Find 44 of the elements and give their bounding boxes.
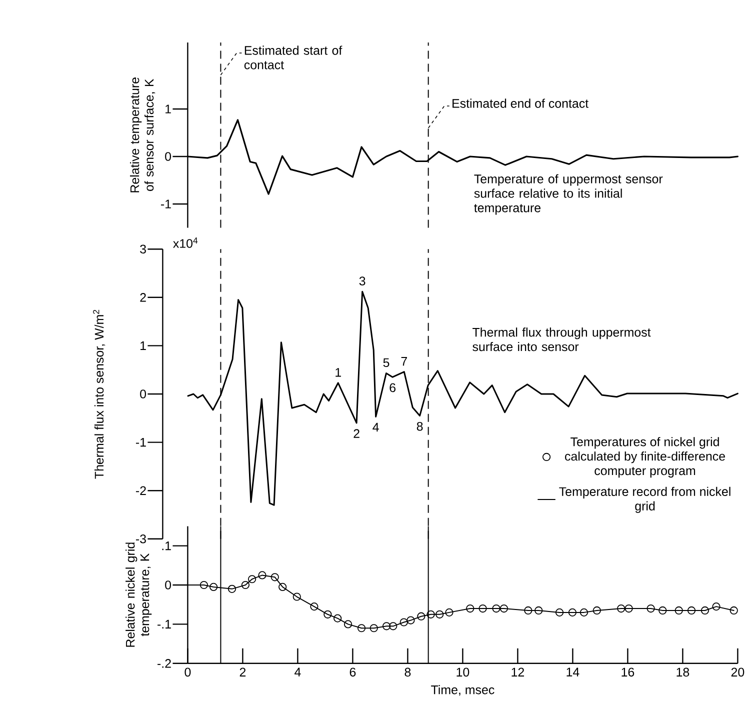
y-tick-label: -3 (136, 534, 146, 544)
annotation: 7 (401, 357, 407, 366)
y-tick-label: -.1 (158, 620, 171, 628)
x-tick-label: 14 (566, 668, 580, 676)
x-tick-label: 20 (731, 668, 744, 677)
y-tick-label: 2 (140, 293, 146, 302)
y-tick-label: 0 (165, 580, 172, 590)
annotation: 1 (336, 368, 341, 377)
y-tick-label: -1 (160, 200, 171, 208)
text: x10$^{4}$ (173, 237, 198, 248)
x-tick-label: 18 (676, 668, 690, 677)
annotation: 6 (390, 383, 396, 392)
annotation: Temperature of uppermost sensor surface relative to its initial temperature (474, 174, 663, 215)
ref-line-label: Estimated end of contact (452, 98, 588, 108)
x-tick-label: 10 (456, 668, 470, 677)
y-axis-title: Relative nickel grid temperature, K (126, 542, 152, 647)
x-tick-label: 16 (622, 668, 634, 677)
annotation: Thermal flux through uppermost surface into sensor (472, 328, 651, 352)
legend-label: Temperatures of nickel grid calculated by finite-difference computer program (565, 437, 725, 478)
y-tick-label: -.2 (158, 659, 171, 668)
annotation: 8 (416, 422, 423, 431)
y-tick-label: 1 (140, 341, 146, 350)
annotation: 5 (383, 358, 390, 368)
x-tick-label: 6 (350, 668, 356, 677)
y-tick-label: -1 (136, 438, 146, 447)
y-tick-label: 0 (140, 390, 146, 398)
x-tick-label: 2 (240, 668, 246, 676)
annotation: 3 (359, 276, 366, 286)
y-tick-label: 1 (166, 104, 171, 114)
x-tick-label: 12 (512, 668, 524, 676)
y-tick-label: .1 (162, 542, 171, 550)
y-axis-title: Relative temperature of sensor surface, K (130, 78, 156, 192)
y-tick-label: 0 (165, 152, 172, 161)
y-axis-title: Thermal flux into sensor, W/m$^{2}$ (93, 310, 106, 479)
y-tick-label: -2 (136, 486, 146, 495)
y-tick-label: 3 (140, 244, 146, 254)
legend-label: Temperature record from nickel grid (559, 486, 730, 513)
annotation: 2 (354, 429, 360, 438)
ref-line-label: Estimated start of contact (244, 46, 342, 70)
x-axis-title: Time, msec (431, 685, 494, 696)
x-tick-label: 4 (294, 668, 301, 676)
x-tick-label: 8 (404, 668, 411, 677)
annotation: 4 (372, 422, 379, 432)
x-tick-label: 0 (184, 668, 191, 677)
